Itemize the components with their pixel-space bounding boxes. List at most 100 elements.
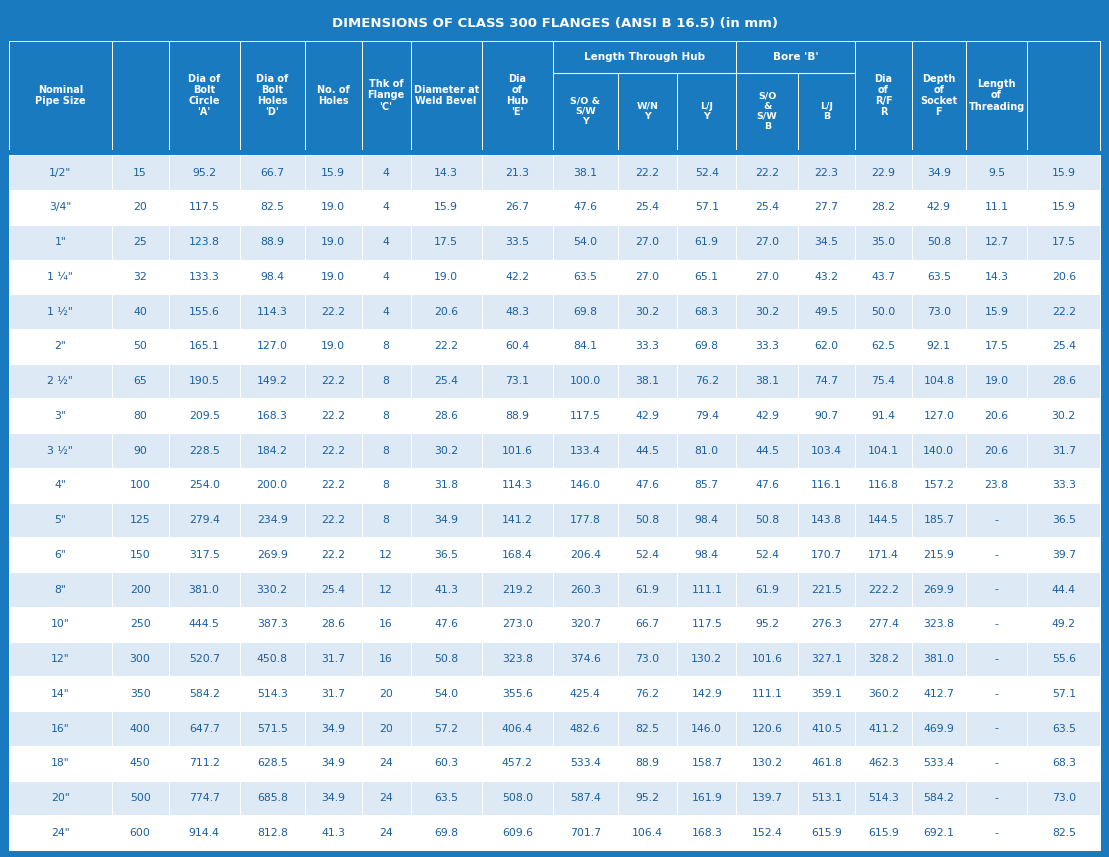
Bar [798,468,855,503]
Bar [169,572,240,607]
Text: 146.0: 146.0 [691,723,722,734]
Text: 65.1: 65.1 [694,272,719,282]
Text: 20.6: 20.6 [985,411,1008,421]
Bar [912,40,966,150]
Bar [410,572,481,607]
Bar [169,676,240,711]
Text: 35.0: 35.0 [872,237,896,247]
Bar [481,676,553,711]
Text: 161.9: 161.9 [691,793,722,803]
Text: 34.9: 34.9 [927,168,950,177]
Text: 355.6: 355.6 [502,689,532,698]
Bar [240,363,305,399]
Text: 42.9: 42.9 [755,411,780,421]
Text: 22.2: 22.2 [322,411,345,421]
Text: 323.8: 323.8 [924,620,954,629]
Bar [798,503,855,537]
Bar [410,711,481,746]
Bar [966,155,1027,190]
Bar [855,642,912,676]
Bar [362,225,410,260]
Text: 701.7: 701.7 [570,828,601,838]
Text: -: - [995,515,998,525]
Bar [112,399,169,434]
Text: 50.8: 50.8 [635,515,660,525]
Bar [1027,781,1100,815]
Text: 54.0: 54.0 [573,237,598,247]
Bar [481,572,553,607]
Text: 514.3: 514.3 [257,689,287,698]
Bar [481,260,553,294]
Bar [410,746,481,781]
Bar [553,40,736,73]
Bar [798,155,855,190]
Bar [481,190,553,225]
Bar [1027,503,1100,537]
Bar [305,155,362,190]
Bar [112,294,169,329]
Text: DIMENSIONS OF CLASS 300 FLANGES (ANSI B 16.5) (in mm): DIMENSIONS OF CLASS 300 FLANGES (ANSI B … [332,17,777,30]
Text: 101.6: 101.6 [752,654,783,664]
Text: 328.2: 328.2 [868,654,899,664]
Text: 513.1: 513.1 [811,793,842,803]
Bar [618,642,678,676]
Bar [9,155,112,190]
Bar [678,399,736,434]
Bar [855,40,912,150]
Text: 450.8: 450.8 [256,654,287,664]
Bar [112,711,169,746]
Text: 3 ½": 3 ½" [48,446,73,456]
Text: 111.1: 111.1 [691,584,722,595]
Bar [112,642,169,676]
Text: 155.6: 155.6 [189,307,220,316]
Bar [362,155,410,190]
Text: -: - [995,758,998,768]
Text: 84.1: 84.1 [573,341,598,351]
Bar [798,642,855,676]
Bar [678,711,736,746]
Bar [736,399,798,434]
Text: 88.9: 88.9 [261,237,284,247]
Text: 152.4: 152.4 [752,828,783,838]
Bar [736,711,798,746]
Text: Dia
of
Hub
'E': Dia of Hub 'E' [506,74,529,117]
Text: 42.2: 42.2 [506,272,529,282]
Text: 269.9: 269.9 [924,584,954,595]
Text: 17.5: 17.5 [434,237,458,247]
Text: 34.9: 34.9 [434,515,458,525]
Text: 69.8: 69.8 [694,341,719,351]
Bar [1027,572,1100,607]
Text: 190.5: 190.5 [189,376,220,387]
Bar [736,225,798,260]
Text: 28.6: 28.6 [434,411,458,421]
Bar [618,73,678,150]
Text: -: - [995,620,998,629]
Bar [798,537,855,572]
Bar [240,537,305,572]
Text: 20.6: 20.6 [434,307,458,316]
Text: 44.5: 44.5 [755,446,780,456]
Bar [169,260,240,294]
Bar [678,225,736,260]
Bar [966,329,1027,363]
Text: 317.5: 317.5 [189,550,220,560]
Text: 130.2: 130.2 [752,758,783,768]
Bar [618,607,678,642]
Bar [966,746,1027,781]
Text: L/J
Y: L/J Y [700,102,713,121]
Bar [553,363,618,399]
Bar [305,711,362,746]
Text: 50.0: 50.0 [872,307,896,316]
Bar [362,572,410,607]
Bar [966,260,1027,294]
Text: 11.1: 11.1 [985,202,1008,213]
Bar [481,746,553,781]
Bar [240,294,305,329]
Bar [481,642,553,676]
Text: 149.2: 149.2 [257,376,287,387]
Bar [169,190,240,225]
Text: 34.9: 34.9 [322,758,345,768]
Bar [678,642,736,676]
Text: 74.7: 74.7 [814,376,838,387]
Text: 21.3: 21.3 [506,168,529,177]
